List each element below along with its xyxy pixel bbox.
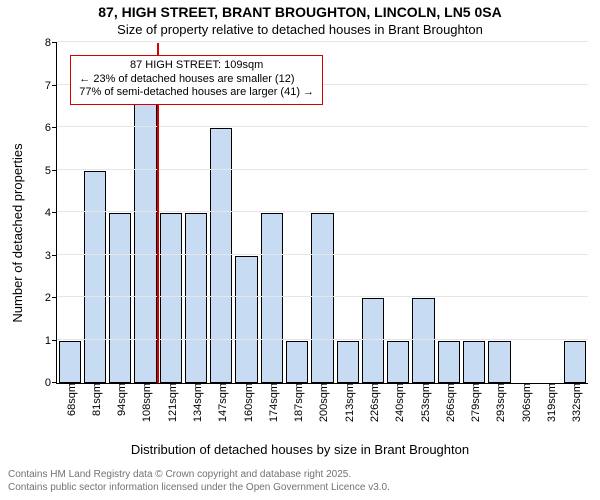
x-tick-label: 266sqm [445,383,457,422]
y-tick-label: 8 [45,37,51,49]
y-tick-mark [52,127,57,128]
y-tick-mark [52,340,57,341]
bar-slot: 266sqm [436,43,461,383]
x-tick-label: 187sqm [293,383,305,422]
gridline [57,254,588,256]
x-tick-label: 306sqm [521,383,533,422]
x-tick-label: 213sqm [344,383,356,422]
x-tick-label: 319sqm [546,383,558,422]
x-tick-label: 160sqm [243,383,255,422]
y-axis-label: Number of detached properties [10,63,25,403]
gridline [57,211,588,213]
gridline [57,126,588,128]
y-tick-label: 2 [45,292,51,304]
y-tick-mark [52,255,57,256]
x-tick-label: 81sqm [91,383,103,416]
chart-titles: 87, HIGH STREET, BRANT BROUGHTON, LINCOL… [0,4,600,37]
x-tick-label: 240sqm [394,383,406,422]
y-tick-label: 6 [45,122,51,134]
footer: Contains HM Land Registry data © Crown c… [8,469,592,494]
bar [412,298,434,383]
bar [564,341,586,384]
y-tick-label: 1 [45,335,51,347]
bar [438,341,460,384]
bar [286,341,308,384]
bar [463,341,485,384]
x-tick-label: 147sqm [217,383,229,422]
x-axis-label: Distribution of detached houses by size … [0,442,600,457]
plot-area: 68sqm81sqm94sqm108sqm121sqm134sqm147sqm1… [56,43,588,384]
title-sub: Size of property relative to detached ho… [0,22,600,37]
bar-slot: 253sqm [411,43,436,383]
bar [337,341,359,384]
y-tick-mark [52,212,57,213]
x-tick-label: 121sqm [167,383,179,422]
y-tick-label: 0 [45,377,51,389]
bar [235,256,257,384]
bar [109,213,131,383]
y-tick-mark [52,42,57,43]
bar-slot: 213sqm [335,43,360,383]
x-tick-label: 226sqm [369,383,381,422]
x-tick-label: 279sqm [470,383,482,422]
x-tick-label: 332sqm [571,383,583,422]
bar-slot: 332sqm [563,43,588,383]
bar [185,213,207,383]
x-tick-label: 134sqm [192,383,204,422]
bar-slot: 240sqm [386,43,411,383]
x-tick-label: 68sqm [66,383,78,416]
bar-slot: 226sqm [360,43,385,383]
gridline [57,296,588,298]
bar-slot: 293sqm [487,43,512,383]
x-tick-label: 174sqm [268,383,280,422]
x-tick-label: 94sqm [116,383,128,416]
bar-slot: 279sqm [462,43,487,383]
footer-line-2: Contains public sector information licen… [8,482,592,495]
gridline [57,169,588,171]
annotation-box: 87 HIGH STREET: 109sqm← 23% of detached … [70,55,323,105]
annotation-line: 87 HIGH STREET: 109sqm [79,59,314,73]
footer-line-1: Contains HM Land Registry data © Crown c… [8,469,592,482]
annotation-line: ← 23% of detached houses are smaller (12… [79,73,314,87]
title-main: 87, HIGH STREET, BRANT BROUGHTON, LINCOL… [0,4,600,20]
y-tick-label: 4 [45,207,51,219]
annotation-line: 77% of semi-detached houses are larger (… [79,86,314,100]
x-tick-label: 200sqm [318,383,330,422]
y-tick-mark [52,170,57,171]
gridline [57,41,588,43]
bar [311,213,333,383]
y-tick-label: 7 [45,80,51,92]
bar [362,298,384,383]
bar-slot: 306sqm [512,43,537,383]
y-tick-label: 5 [45,165,51,177]
x-tick-label: 108sqm [141,383,153,422]
bar [488,341,510,384]
bar [59,341,81,384]
x-tick-label: 293sqm [495,383,507,422]
bar-slot: 319sqm [537,43,562,383]
chart-area: Number of detached properties 68sqm81sqm… [0,43,600,457]
bar [261,213,283,383]
y-tick-mark [52,85,57,86]
bar [210,128,232,383]
bar [84,171,106,384]
y-tick-label: 3 [45,250,51,262]
x-tick-label: 253sqm [420,383,432,422]
bar [160,213,182,383]
bar [387,341,409,384]
y-tick-mark [52,382,57,383]
gridline [57,339,588,341]
y-tick-mark [52,297,57,298]
